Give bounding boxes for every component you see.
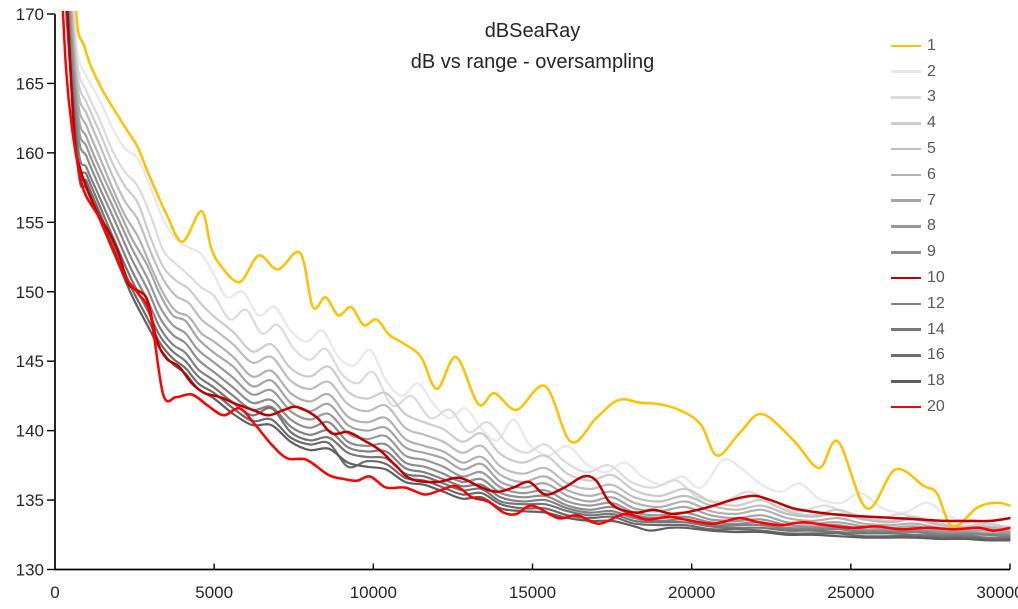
legend-label: 9 [927,243,936,261]
legend-swatch [891,70,921,73]
legend-swatch [891,121,921,125]
legend-swatch [891,44,921,48]
series-line-14 [66,11,1011,539]
legend-swatch [891,405,921,409]
legend-item-12: 12 [891,291,945,317]
legend-swatch [891,276,921,280]
x-tick-label: 5000 [195,583,233,602]
series-line-3 [71,11,1011,540]
legend-item-5: 5 [891,136,945,162]
x-tick-label: 10000 [350,583,397,602]
legend-item-10: 10 [891,265,945,291]
legend-swatch [891,379,921,383]
legend-swatch [891,173,921,177]
legend-label: 6 [927,165,936,183]
y-tick-label: 140 [16,422,44,441]
y-tick-label: 150 [16,283,44,302]
legend-swatch [891,354,921,357]
legend-label: 5 [927,140,936,158]
series-line-4 [71,11,1011,529]
legend-label: 14 [927,320,945,338]
legend-label: 8 [927,217,936,235]
legend: 1 2 3 4 5 6 7 8 9 10 12 14 16 18 20 [891,33,945,420]
legend-label: 12 [927,294,945,312]
legend-label: 7 [927,191,936,209]
legend-label: 2 [927,62,936,80]
x-tick-label: 30000 [976,583,1018,602]
legend-item-18: 18 [891,368,945,394]
legend-item-8: 8 [891,214,945,240]
legend-swatch [891,302,921,306]
y-tick-label: 130 [16,561,44,580]
legend-swatch [891,147,921,151]
legend-item-3: 3 [891,85,945,111]
legend-item-2: 2 [891,59,945,85]
series-line-16 [65,11,1011,541]
legend-label: 20 [927,398,945,416]
legend-label: 1 [927,36,936,54]
legend-item-6: 6 [891,162,945,188]
legend-item-4: 4 [891,110,945,136]
legend-swatch [891,328,921,331]
legend-label: 10 [927,269,945,287]
legend-label: 18 [927,372,945,390]
legend-label: 16 [927,346,945,364]
legend-item-16: 16 [891,343,945,369]
y-tick-label: 135 [16,491,44,510]
y-tick-label: 155 [16,213,44,232]
series-line-9 [67,11,1011,536]
x-tick-label: 25000 [827,583,874,602]
legend-swatch [891,96,921,99]
legend-label: 3 [927,88,936,106]
legend-swatch [891,250,921,254]
series-line-5 [70,11,1011,531]
legend-item-20: 20 [891,394,945,420]
y-tick-label: 145 [16,352,44,371]
legend-swatch [891,225,921,228]
y-tick-label: 160 [16,144,44,163]
legend-item-1: 1 [891,33,945,59]
legend-item-14: 14 [891,317,945,343]
series-line-2 [72,11,1011,545]
series-line-1 [74,11,1011,528]
y-tick-label: 165 [16,74,44,93]
x-tick-label: 15000 [509,583,556,602]
series-line-6 [69,11,1011,532]
series-line-20 [61,11,1011,532]
series-line-8 [68,11,1011,535]
series-line-10 [66,11,1011,523]
y-tick-label: 170 [16,5,44,24]
legend-swatch [891,199,921,202]
x-tick-label: 20000 [668,583,715,602]
legend-item-7: 7 [891,188,945,214]
legend-item-9: 9 [891,239,945,265]
x-tick-label: 0 [50,583,59,602]
series-line-18 [65,11,1011,542]
legend-label: 4 [927,114,936,132]
series-line-12 [66,11,1011,538]
